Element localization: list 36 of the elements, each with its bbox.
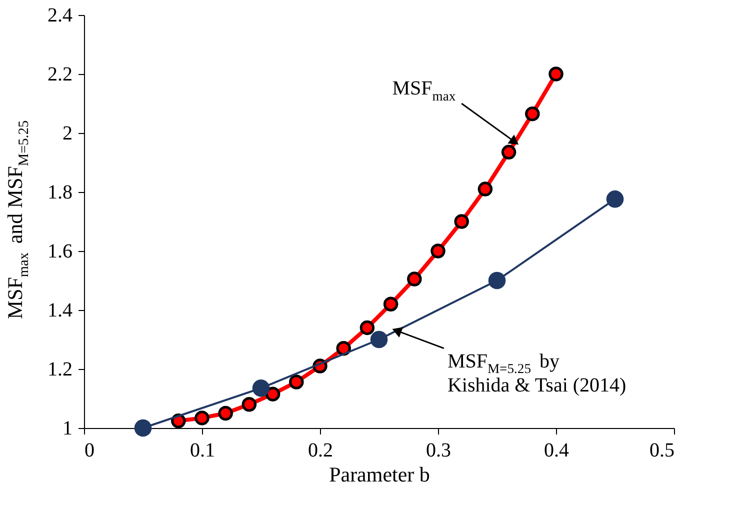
x-tick-label: 0.3	[426, 440, 451, 462]
point	[488, 272, 506, 290]
x-tick-label: 0	[84, 440, 94, 462]
y-tick-label: 1.2	[48, 358, 72, 380]
point	[548, 66, 564, 82]
point	[430, 244, 446, 258]
point	[606, 190, 624, 208]
point	[407, 272, 422, 286]
y-axis-title: MSFmax and MSFM=5.25	[3, 120, 32, 320]
y-tick-label: 1.8	[48, 182, 72, 204]
y-tick-label: 2	[62, 122, 72, 144]
point	[525, 106, 540, 122]
point	[336, 340, 351, 356]
point	[134, 419, 152, 437]
x-tick-label: 0.1	[190, 440, 215, 462]
point	[252, 380, 270, 397]
point	[383, 296, 398, 312]
point	[265, 386, 280, 402]
x-tick-label: 0.2	[308, 440, 333, 462]
y-tick-label: 2.4	[48, 4, 72, 26]
point	[218, 406, 233, 421]
y-tick-label: 1	[62, 418, 72, 440]
y-tick-label: 1.6	[48, 240, 72, 262]
point	[454, 214, 469, 229]
point	[360, 320, 375, 336]
y-tick-label: 1.4	[48, 300, 72, 322]
point	[501, 144, 516, 160]
point	[194, 410, 210, 426]
x-tick-label: 0.4	[544, 440, 569, 462]
point	[370, 330, 388, 348]
x-axis-title: Parameter b	[329, 462, 430, 486]
x-tick-label: 0.5	[650, 440, 674, 462]
point	[242, 397, 257, 412]
y-tick-label: 2.2	[48, 64, 72, 86]
point	[289, 374, 304, 390]
point	[478, 182, 493, 196]
